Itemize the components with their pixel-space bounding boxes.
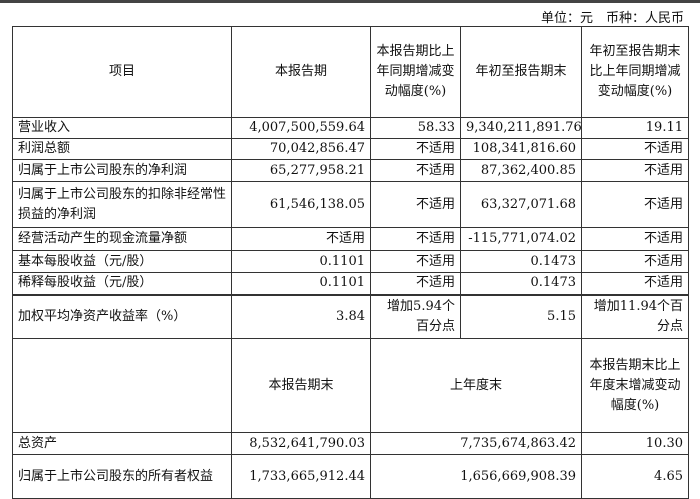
cell: 1,733,665,912.44 <box>231 454 371 499</box>
cell: 不适用 <box>231 227 371 251</box>
cell: 增加5.94个百分点 <box>370 293 461 339</box>
cell: 不适用 <box>581 227 689 251</box>
financial-data-table: 项目 本报告期 本报告期比上年同期增减变动幅度(%) 年初至报告期末 年初至报告… <box>12 26 689 499</box>
cell: 63,327,071.68 <box>460 181 582 228</box>
cell: 0.1473 <box>460 250 582 273</box>
row-label: 加权平均净资产收益率（%） <box>12 293 232 339</box>
cell: 0.1473 <box>460 272 582 295</box>
table-row: 营业收入 4,007,500,559.64 58.33 9,340,211,89… <box>12 117 689 139</box>
cell: 不适用 <box>581 138 689 160</box>
header-row: 项目 本报告期 本报告期比上年同期增减变动幅度(%) 年初至报告期末 年初至报告… <box>12 26 689 118</box>
row-label: 归属于上市公司股东的所有者权益 <box>12 454 232 499</box>
cell: 70,042,856.47 <box>231 138 371 160</box>
cell: 8,532,641,790.03 <box>231 432 371 455</box>
table-row: 经营活动产生的现金流量净额 不适用 不适用 -115,771,074.02 不适… <box>12 227 689 251</box>
cell: 3.84 <box>231 293 371 339</box>
cell: 9,340,211,891.76 <box>460 117 582 139</box>
table-row: 总资产 8,532,641,790.03 7,735,674,863.42 10… <box>12 432 689 455</box>
header-cell <box>12 338 232 433</box>
row-label: 经营活动产生的现金流量净额 <box>12 227 232 251</box>
cell: 87,362,400.85 <box>460 159 582 182</box>
cell: 不适用 <box>581 181 689 228</box>
header-cell: 项目 <box>12 26 232 118</box>
cell: 不适用 <box>370 181 461 228</box>
cell: 不适用 <box>581 250 689 273</box>
row-label: 归属于上市公司股东的净利润 <box>12 159 232 182</box>
cell: 108,341,816.60 <box>460 138 582 160</box>
cell: 不适用 <box>581 272 689 295</box>
cell: 不适用 <box>370 159 461 182</box>
header-cell: 上年度末 <box>370 338 582 433</box>
table-row: 归属于上市公司股东的净利润 65,277,958.21 不适用 87,362,4… <box>12 159 689 182</box>
cell: 不适用 <box>581 159 689 182</box>
top-bar <box>0 0 700 3</box>
cell: 不适用 <box>370 272 461 295</box>
row-label: 利润总额 <box>12 138 232 160</box>
table-row: 基本每股收益（元/股） 0.1101 不适用 0.1473 不适用 <box>12 250 689 273</box>
cell: -115,771,074.02 <box>460 227 582 251</box>
cell: 5.15 <box>460 293 582 339</box>
table-row: 利润总额 70,042,856.47 不适用 108,341,816.60 不适… <box>12 138 689 160</box>
cell: 58.33 <box>370 117 461 139</box>
row-label: 总资产 <box>12 432 232 455</box>
cell: 1,656,669,908.39 <box>370 454 582 499</box>
table-row: 加权平均净资产收益率（%） 3.84 增加5.94个百分点 5.15 增加11.… <box>12 293 689 339</box>
cell: 65,277,958.21 <box>231 159 371 182</box>
table-row: 归属于上市公司股东的所有者权益 1,733,665,912.44 1,656,6… <box>12 454 689 499</box>
cell: 增加11.94个百分点 <box>581 293 689 339</box>
cell: 不适用 <box>370 138 461 160</box>
unit-currency-note: 单位：元 币种：人民币 <box>540 11 684 26</box>
cell: 61,546,138.05 <box>231 181 371 228</box>
header-row-2: 本报告期末 上年度末 本报告期末比上年度末增减变动幅度(%) <box>12 338 689 433</box>
cell: 7,735,674,863.42 <box>370 432 582 455</box>
header-cell: 年初至报告期末 <box>460 26 582 118</box>
header-cell: 本报告期末比上年度末增减变动幅度(%) <box>581 338 689 433</box>
row-label: 稀释每股收益（元/股） <box>12 272 232 295</box>
cell: 4,007,500,559.64 <box>231 117 371 139</box>
cell: 不适用 <box>370 250 461 273</box>
header-cell: 本报告期末 <box>231 338 371 433</box>
row-label: 归属于上市公司股东的扣除非经常性损益的净利润 <box>12 181 232 228</box>
cell: 0.1101 <box>231 272 371 295</box>
header-cell: 年初至报告期末比上年同期增减变动幅度(%) <box>581 26 689 118</box>
table-row: 归属于上市公司股东的扣除非经常性损益的净利润 61,546,138.05 不适用… <box>12 181 689 228</box>
header-cell: 本报告期比上年同期增减变动幅度(%) <box>370 26 461 118</box>
header-cell: 本报告期 <box>231 26 371 118</box>
cell: 10.30 <box>581 432 689 455</box>
table-row: 稀释每股收益（元/股） 0.1101 不适用 0.1473 不适用 <box>12 272 689 295</box>
cell: 0.1101 <box>231 250 371 273</box>
row-label: 营业收入 <box>12 117 232 139</box>
cell: 4.65 <box>581 454 689 499</box>
cell: 不适用 <box>370 227 461 251</box>
cell: 19.11 <box>581 117 689 139</box>
row-label: 基本每股收益（元/股） <box>12 250 232 273</box>
